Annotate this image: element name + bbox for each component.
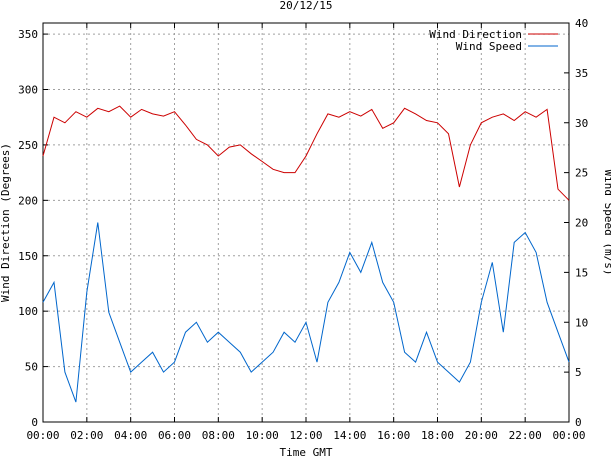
plot-area-frame xyxy=(42,22,570,423)
x-tick-label: 14:00 xyxy=(333,429,366,442)
x-tick-label: 12:00 xyxy=(289,429,322,442)
y-left-tick-label: 100 xyxy=(18,305,38,318)
y-left-tick-label: 350 xyxy=(18,28,38,41)
y-axis-left-title: Wind Direction (Degrees) xyxy=(0,143,12,302)
y-left-tick-label: 50 xyxy=(25,361,38,374)
y-right-tick-label: 25 xyxy=(575,167,588,180)
x-tick-label: 10:00 xyxy=(246,429,279,442)
y-axis-right-title: Wind Speed (m/s) xyxy=(602,170,611,276)
legend: Wind Direction Wind Speed xyxy=(429,28,558,53)
y-left-tick-label: 250 xyxy=(18,139,38,152)
x-tick-label: 08:00 xyxy=(202,429,235,442)
x-tick-label: 20:00 xyxy=(465,429,498,442)
x-tick-label: 18:00 xyxy=(421,429,454,442)
x-tick-label: 06:00 xyxy=(158,429,191,442)
x-tick-label: 02:00 xyxy=(70,429,103,442)
x-axis-title: Time GMT xyxy=(280,446,333,459)
y-right-tick-label: 5 xyxy=(575,366,582,379)
chart-title: 20/12/15 xyxy=(280,0,333,12)
y-right-tick-label: 40 xyxy=(575,17,588,30)
x-tick-label: 00:00 xyxy=(552,429,585,442)
y-right-tick-label: 30 xyxy=(575,117,588,130)
legend-label-wind-speed: Wind Speed xyxy=(456,40,522,53)
legend-label-wind-direction: Wind Direction xyxy=(429,28,522,41)
series-lines xyxy=(42,105,570,403)
y-left-tick-label: 300 xyxy=(18,84,38,97)
x-tick-label: 16:00 xyxy=(377,429,410,442)
x-tick-label: 22:00 xyxy=(509,429,542,442)
y-left-tick-label: 150 xyxy=(18,250,38,263)
y-left-tick-label: 200 xyxy=(18,194,38,207)
ticks: 00:00 02:00 04:00 06:00 08:00 10:00 12:00 14:00… xyxy=(18,17,588,442)
y-right-tick-label: 0 xyxy=(575,416,582,429)
x-tick-label: 04:00 xyxy=(114,429,147,442)
y-right-tick-label: 20 xyxy=(575,217,588,230)
x-tick-label: 00:00 xyxy=(26,429,59,442)
y-left-tick-label: 0 xyxy=(31,416,38,429)
y-right-tick-label: 15 xyxy=(575,266,588,279)
y-right-tick-label: 35 xyxy=(575,67,588,80)
series-line-wind-speed xyxy=(42,222,570,403)
grid xyxy=(43,23,569,422)
y-right-tick-label: 10 xyxy=(575,316,588,329)
series-line-wind-direction xyxy=(42,105,570,201)
